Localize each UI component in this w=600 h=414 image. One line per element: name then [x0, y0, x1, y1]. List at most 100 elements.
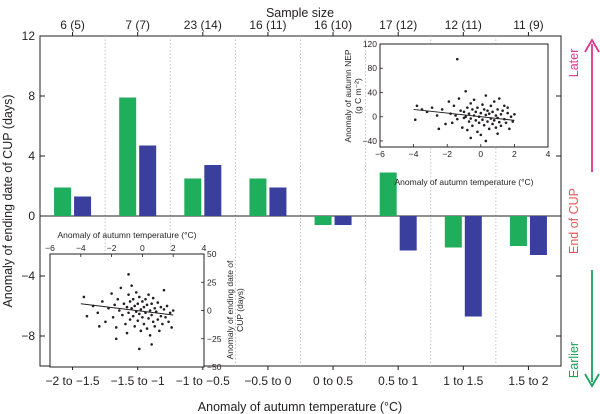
scatter-point — [124, 322, 127, 326]
inset-x-tick-label: 4 — [202, 243, 207, 253]
y-axis-title: Anomaly of ending date of CUP (days) — [1, 94, 15, 307]
scatter-point — [138, 312, 141, 316]
sample-size-label: 17 (12) — [379, 18, 417, 32]
inset-x-tick-label: −4 — [409, 149, 419, 159]
scatter-point — [154, 310, 158, 313]
bar-blue-2 — [139, 145, 157, 216]
scatter-point — [462, 110, 466, 114]
scatter-point — [110, 292, 113, 295]
inset-cup: −6 −4 −2 0 2 4 −50 −25 0 25 50 Anomaly of autumn t… — [45, 230, 245, 372]
scatter-point — [461, 126, 464, 129]
y-tick-label: 4 — [28, 149, 35, 163]
scatter-point — [501, 109, 504, 112]
inset-x-tick-label: −4 — [76, 243, 86, 253]
scatter-point — [151, 320, 155, 324]
bar-blue-3 — [204, 165, 222, 216]
inset-y-tick-label: 40 — [368, 87, 378, 97]
x-tick-label: 1.5 to 2 — [508, 374, 548, 388]
inset-x-tick-label: 0 — [140, 243, 145, 253]
scatter-point — [133, 325, 136, 328]
scatter-point — [159, 305, 163, 309]
scatter-point — [139, 308, 143, 311]
scatter-point — [467, 112, 471, 115]
scatter-point — [141, 300, 144, 303]
scatter-point — [156, 318, 160, 321]
scatter-point — [487, 127, 491, 131]
bar-green-3 — [184, 178, 202, 216]
inset-nep-ylabel-line2: (g C m⁻²) — [353, 78, 363, 114]
scatter-point — [96, 311, 100, 315]
inset-y-tick-label: −25 — [207, 334, 222, 344]
inset-cup-axes: −6 −4 −2 0 2 4 −50 −25 0 25 50 — [45, 243, 222, 372]
inset-y-tick-label: −50 — [207, 362, 222, 372]
inset-nep-ylabel-line1: Anomaly of autumn NEP — [343, 49, 353, 142]
scatter-point — [472, 98, 476, 102]
scatter-point — [144, 297, 147, 301]
scatter-point — [447, 100, 451, 103]
scatter-point — [167, 320, 170, 324]
scatter-point — [130, 306, 133, 310]
inset-y-tick-label: 80 — [368, 63, 378, 73]
scatter-point — [487, 112, 491, 115]
bar-green-1 — [54, 187, 72, 216]
scatter-point — [141, 315, 144, 319]
scatter-point — [466, 128, 469, 132]
scatter-point — [471, 108, 474, 111]
scatter-point — [131, 297, 135, 301]
scatter-point — [476, 106, 479, 109]
scatter-point — [444, 122, 447, 126]
inset-y-tick-label: 0 — [372, 112, 377, 122]
side-annotations: Later End of CUP Earlier — [567, 38, 600, 388]
earlier-label: Earlier — [567, 342, 581, 378]
top-axis: 6 (5) 7 (7) 23 (14) 16 (11) 16 (10) 17 (12) 12… — [60, 18, 544, 36]
bars-group — [54, 97, 547, 317]
x-tick-label: −1.5 to −1 — [111, 374, 165, 388]
scatter-point — [479, 133, 483, 137]
scatter-point — [479, 111, 483, 115]
scatter-point — [85, 314, 89, 318]
scatter-point — [127, 311, 130, 315]
scatter-point — [466, 106, 469, 109]
scatter-point — [153, 306, 157, 310]
scatter-point — [430, 106, 434, 109]
scatter-point — [147, 293, 150, 296]
scatter-point — [481, 118, 484, 122]
scatter-point — [484, 139, 488, 143]
scatter-point — [513, 112, 516, 116]
scatter-point — [131, 314, 135, 318]
scatter-point — [148, 309, 152, 312]
inset-y-tick-label: −40 — [363, 136, 378, 146]
scatter-point — [127, 293, 130, 296]
inset-cup-ylabel-line2: CUP (days) — [235, 288, 245, 332]
x-axis: −2 to −1.5 −1.5 to −1 −1 to −0.5 −0.5 to 0 0… — [46, 366, 549, 388]
scatter-point — [474, 119, 478, 122]
scatter-point — [469, 102, 473, 105]
scatter-point — [455, 117, 459, 121]
scatter-point — [464, 89, 467, 93]
scatter-point — [165, 304, 169, 308]
inset-x-tick-label: 2 — [512, 149, 517, 159]
inset-nep-xlabel: Anomaly of autumn temperature (°C) — [395, 177, 534, 187]
scatter-point — [491, 122, 494, 126]
earlier-arrow-head — [584, 373, 600, 388]
scatter-point — [484, 94, 488, 97]
scatter-point — [496, 108, 499, 111]
scatter-point — [452, 104, 456, 108]
scatter-point — [482, 108, 486, 111]
scatter-point — [139, 329, 143, 333]
bar-blue-8 — [529, 216, 547, 255]
inset-nep-frame — [379, 43, 549, 148]
scatter-point — [454, 114, 457, 117]
scatter-point — [486, 109, 489, 112]
y-tick-label: 0 — [28, 209, 35, 223]
bar-blue-1 — [74, 196, 92, 216]
scatter-point — [511, 120, 515, 123]
scatter-point — [142, 305, 146, 309]
bar-green-6 — [379, 172, 397, 216]
scatter-point — [158, 329, 161, 333]
scatter-point — [114, 337, 118, 341]
inset-x-tick-label: −6 — [375, 149, 385, 159]
x-tick-label: −1 to −0.5 — [176, 374, 230, 388]
